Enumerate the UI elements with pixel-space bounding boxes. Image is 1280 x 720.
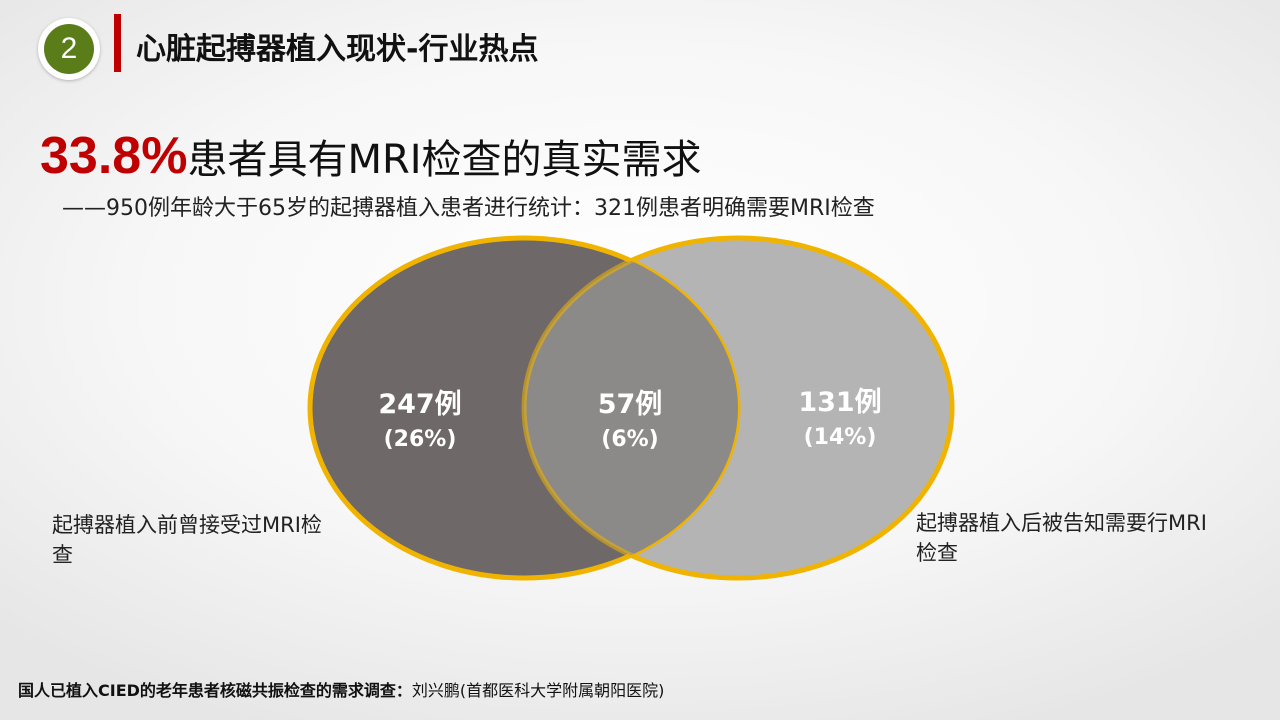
venn-right-percent: (14%) [803,425,877,450]
venn-overlap-label: 57例 (6%) [580,382,680,452]
right-set-description: 起搏器植入后被告知需要行MRI检查 [916,511,1207,565]
venn-right-count: 131例 [798,387,882,418]
headline: 33.8% 患者具有MRI检查的真实需求 [40,126,702,186]
venn-left-count: 247例 [378,389,462,420]
title-accent-bar [114,14,121,72]
section-number-badge: 2 [38,18,100,80]
venn-overlap-region [524,238,738,578]
venn-left-percent: (26%) [383,427,457,452]
venn-left-label: 247例 (26%) [370,382,470,452]
venn-overlap-percent: (6%) [601,427,659,452]
venn-right-outline [521,238,738,578]
source-citation-author: 刘兴鹏(首都医科大学附属朝阳医院) [411,681,665,700]
headline-percent: 33.8% [40,127,188,185]
section-number: 2 [44,24,94,74]
venn-right-label: 131例 (14%) [790,380,890,450]
venn-overlap-count: 57例 [597,389,663,420]
headline-text: 患者具有MRI检查的真实需求 [187,137,702,183]
source-citation-title: 国人已植入CIED的老年患者核磁共振检查的需求调查： [18,681,412,700]
source-citation: 国人已植入CIED的老年患者核磁共振检查的需求调查：刘兴鹏(首都医科大学附属朝阳… [18,677,664,701]
subtitle-statistics: ——950例年龄大于65岁的起搏器植入患者进行统计：321例患者明确需要MRI检… [62,196,875,221]
left-set-description: 起搏器植入前曾接受过MRI检查 [52,513,322,567]
page-title: 心脏起搏器植入现状-行业热点 [136,32,539,67]
